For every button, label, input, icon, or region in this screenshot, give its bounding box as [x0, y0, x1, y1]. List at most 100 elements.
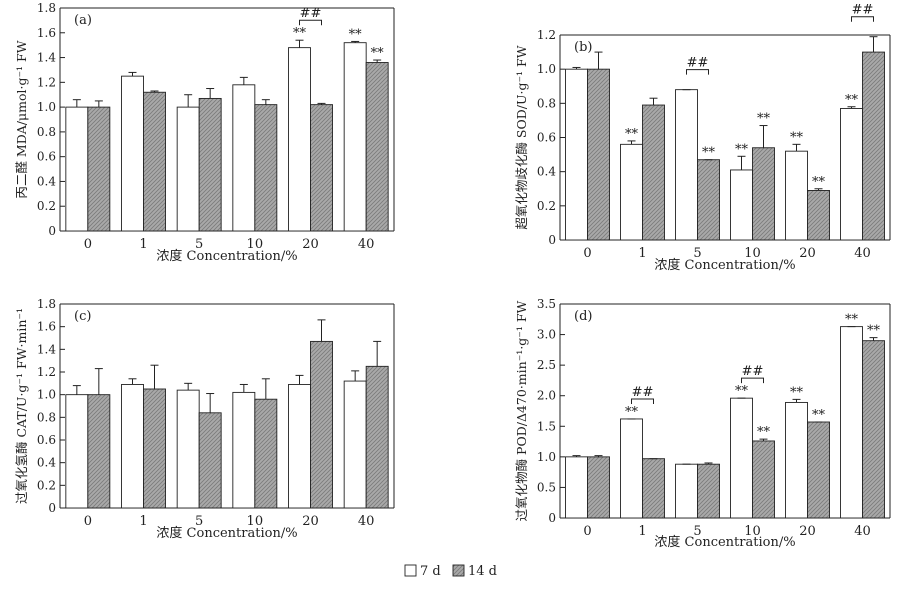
bar-7d — [121, 75, 144, 232]
bar-14d — [752, 147, 775, 241]
y-tick-label: 0.6 — [537, 131, 556, 145]
panel-a: 0 0.2 0.4 0.6 0.8 1.0 1.2 1.4 1.6 1.8 0 1 5 10 20 40 浓度 … — [14, 1, 395, 264]
x-tick-label: 0 — [84, 514, 92, 529]
significance-mark: ** — [349, 27, 363, 42]
bar-7d — [565, 68, 588, 241]
y-axis-label: 过氧化氢酶 CAT/U·g⁻¹ FW·min⁻¹ — [14, 308, 29, 504]
comparison-bracket — [741, 377, 764, 384]
y-tick-label: 0.8 — [37, 410, 56, 424]
y-tick-label: 0 — [548, 511, 556, 525]
bar-7d — [785, 150, 808, 241]
bar-7d — [343, 380, 367, 509]
x-tick-label: 20 — [302, 514, 319, 529]
panel-label: (d) — [574, 309, 592, 324]
y-tick-label: 0.4 — [37, 174, 56, 188]
bar-7d — [840, 108, 863, 241]
y-tick-label: 1.0 — [537, 450, 556, 464]
y-tick-label: 1.0 — [537, 62, 556, 76]
significance-mark: ** — [790, 385, 804, 400]
panel-c: 0 0.2 0.4 0.6 0.8 1.0 1.2 1.4 1.6 1.8 0 1 5 10 20 40 浓度 … — [14, 297, 395, 541]
bar-7d — [176, 389, 200, 509]
bar-14d — [365, 62, 389, 232]
y-axis-label: 过氧化物酶 POD/Δ470·min⁻¹·g⁻¹ FW — [514, 300, 529, 521]
x-tick-label: 40 — [358, 237, 375, 252]
significance-mark: ** — [293, 26, 307, 41]
significance-mark: ** — [845, 93, 859, 108]
significance-mark: ** — [625, 405, 639, 420]
x-tick-label: 1 — [638, 246, 646, 261]
x-tick-label: 10 — [744, 246, 761, 261]
x-tick-label: 20 — [799, 246, 816, 261]
y-tick-label: 3.5 — [537, 297, 556, 311]
bar-7d — [840, 326, 863, 519]
x-tick-label: 0 — [583, 246, 591, 261]
x-tick-label: 0 — [583, 524, 591, 539]
bar-14d — [587, 456, 610, 519]
significance-mark: ** — [867, 324, 881, 339]
bar-14d — [697, 463, 720, 519]
bar-7d — [176, 106, 200, 232]
panel-label: (a) — [74, 13, 92, 28]
x-tick-label: 1 — [139, 237, 147, 252]
legend-label-14d: 14 d — [468, 564, 497, 579]
y-tick-label: 1.8 — [37, 297, 56, 311]
bar-7d — [675, 89, 698, 241]
bar-7d — [620, 143, 643, 241]
panel-d: 0 0.5 1.0 1.5 2.0 2.5 3.0 3.5 0 1 5 10 20 40 浓度 Concen… — [514, 297, 891, 550]
bar-14d — [862, 51, 885, 241]
y-tick-label: 0.6 — [37, 150, 56, 164]
significance-mark: ** — [625, 127, 639, 142]
bar-7d — [288, 384, 311, 509]
y-tick-label: 0 — [48, 501, 56, 515]
bar-7d — [565, 456, 588, 519]
bar-14d — [807, 421, 830, 519]
significance-mark: ** — [735, 142, 749, 157]
y-tick-label: 2.0 — [537, 389, 556, 403]
y-tick-label: 1.2 — [37, 75, 56, 89]
y-tick-label: 0.5 — [537, 480, 556, 494]
legend-swatch-7d — [404, 564, 417, 577]
y-tick-label: 1.2 — [37, 365, 56, 379]
bar-7d — [675, 463, 698, 519]
bar-7d — [65, 106, 89, 232]
comparison-bracket — [686, 69, 709, 75]
significance-mark: ** — [845, 313, 859, 328]
y-tick-label: 0.2 — [37, 199, 56, 213]
significance-mark: ** — [735, 384, 749, 399]
bar-7d — [65, 394, 89, 509]
comparison-bracket — [851, 16, 874, 22]
y-tick-label: 0.4 — [537, 165, 556, 179]
bar-7d — [343, 42, 367, 232]
comparison-label: ## — [742, 364, 764, 379]
x-tick-label: 40 — [358, 514, 375, 529]
significance-mark: ** — [790, 130, 804, 145]
x-tick-label: 5 — [693, 246, 701, 261]
y-tick-label: 1.2 — [537, 28, 556, 42]
bar-14d — [254, 104, 278, 232]
y-tick-label: 2.5 — [537, 358, 556, 372]
x-tick-label: 1 — [139, 514, 147, 529]
x-axis-label: 浓度 Concentration/% — [156, 248, 297, 264]
y-tick-label: 0.8 — [537, 96, 556, 110]
comparison-bracket — [299, 19, 322, 26]
bar-14d — [254, 398, 278, 509]
y-tick-label: 1.6 — [37, 26, 56, 40]
panel-label: (c) — [74, 309, 91, 324]
significance-mark: ** — [757, 425, 771, 440]
x-axis-label: 浓度 Concentration/% — [654, 257, 795, 273]
significance-mark: ** — [812, 408, 826, 423]
x-tick-label: 5 — [195, 237, 203, 252]
bar-14d — [87, 106, 111, 232]
bar-14d — [642, 104, 665, 241]
bar-14d — [697, 159, 720, 241]
comparison-label: ## — [852, 3, 874, 18]
bar-7d — [785, 401, 808, 519]
bar-7d — [730, 169, 753, 241]
bar-14d — [198, 97, 222, 232]
bar-7d — [232, 84, 256, 232]
bar-14d — [862, 340, 885, 519]
y-tick-label: 1.0 — [37, 388, 56, 402]
y-tick-label: 1.4 — [37, 342, 56, 356]
y-tick-label: 1.0 — [37, 100, 56, 114]
